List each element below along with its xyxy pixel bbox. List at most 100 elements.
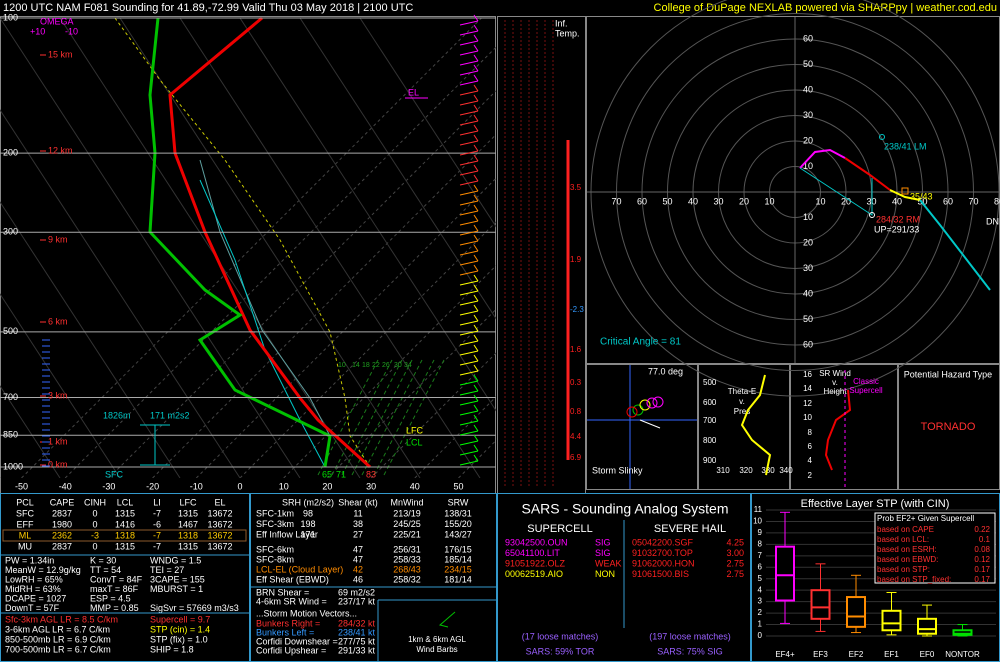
hodograph-x-label: 70: [611, 196, 621, 206]
wind-barb: [459, 110, 479, 116]
temperature-tick-label: -10: [190, 481, 203, 491]
stp-y-tick-label: 0: [758, 631, 763, 640]
wind-barb: [459, 360, 479, 366]
thermo-cell: 1467: [178, 519, 198, 529]
wind-barb: [459, 50, 479, 56]
composite-index: SHIP = 1.8: [150, 644, 194, 654]
pressure-tick-label: 850: [3, 430, 18, 440]
temperature-tick-label: 40: [410, 481, 420, 491]
mixing-ratio-line: [373, 359, 435, 476]
dry-adiabat: [0, 385, 61, 478]
wind-barb: [459, 220, 479, 226]
stp-y-tick-label: 4: [758, 585, 763, 594]
wind-barb: [473, 214, 479, 222]
temperature-profile: [168, 16, 372, 469]
temperature-tick-label: 20: [322, 481, 332, 491]
wind-barb: [473, 54, 479, 62]
mixing-ratio-label: 34: [404, 362, 412, 369]
pressure-tick-label: 500: [3, 326, 18, 336]
downshear-label: DN: [986, 216, 999, 226]
thermo-cell: 1315: [115, 508, 135, 518]
supercell-class: NON: [595, 569, 615, 579]
theta-e-title: v.: [739, 397, 745, 406]
wind-barb: [473, 284, 479, 292]
inferred-temp-title: Temp.: [555, 28, 580, 38]
hail-probability: SARS: 75% SIG: [657, 646, 723, 656]
inferred-temp-value: 0.8: [570, 407, 582, 416]
kinematic-cell: 38: [353, 519, 363, 529]
brn-value: 69 m2/s2: [338, 587, 375, 597]
title: 1200 UTC NAM F081 Sounding for 41.89,-72…: [3, 2, 413, 14]
wind-barb: [473, 454, 479, 462]
sr-wind-title: SR Wind: [819, 369, 851, 378]
stp-y-tick-label: 7: [758, 551, 763, 560]
mixing-ratio-label: 14: [352, 362, 360, 369]
box: [952, 629, 973, 636]
slinky-bubble: [646, 397, 658, 409]
inferred-temp-value: 6.9: [570, 453, 582, 462]
wind-barb: [459, 460, 479, 466]
omega-scale: +10: [30, 26, 45, 36]
stp-legend-label: based on ESRH:: [877, 545, 937, 554]
panel-border: [0, 16, 496, 494]
thermo-cell: 1315: [178, 541, 198, 551]
sr-wind-profile: [824, 389, 852, 471]
wind-barb: [473, 424, 479, 432]
hodograph-x-label: 40: [892, 196, 902, 206]
sars-hail-title: SEVERE HAIL: [654, 523, 726, 535]
temperature-tick-label: 10: [279, 481, 289, 491]
theta-e-pressure-label: 500: [703, 378, 717, 387]
slinky-bubble: [639, 399, 651, 411]
hodograph-x-label: 10: [764, 196, 774, 206]
supercell-match: 65041100.LIT: [505, 548, 560, 558]
wind-barb: [473, 204, 479, 212]
index-value: PW = 1.34in: [5, 555, 54, 565]
lapse-rate: 700-500mb LR = 6.7 C/km: [5, 644, 111, 654]
theta-e-pressure-label: 900: [703, 456, 717, 465]
storm-motion-value: 284/32 kt: [338, 618, 376, 628]
hodograph-x-label: 10: [815, 196, 825, 206]
omega-scale: -10: [65, 26, 78, 36]
wind-barb: [473, 24, 479, 32]
kinematic-header: SRW: [448, 497, 469, 507]
thermo-cell: 1318: [115, 530, 135, 540]
wind-barb: [473, 264, 479, 272]
height-label: 6 km: [48, 316, 68, 326]
thermo-cell: 1980: [52, 519, 72, 529]
thermo-cell: 2362: [52, 530, 72, 540]
storm-motion-label: Bunkers Right =: [256, 618, 320, 628]
kinematic-cell: 213/19: [393, 508, 421, 518]
wind-barb: [459, 310, 479, 316]
mixing-ratio-line: [361, 359, 423, 476]
box: [917, 617, 937, 635]
wind-barb: [459, 240, 479, 246]
hodograph-x-label: 80: [994, 196, 1000, 206]
isotherm: [108, 90, 496, 478]
upshear-label: UP=291/33: [874, 224, 919, 234]
stp-y-tick-label: 1: [758, 620, 763, 629]
kinematic-cell: 176/15: [444, 544, 472, 554]
dry-adiabat: [0, 201, 181, 478]
sr-wind-label: 4-6km SR Wind =: [256, 596, 327, 606]
composite-index: STP (fix) = 1.0: [150, 634, 208, 644]
theta-e-pressure-label: 700: [703, 416, 717, 425]
theta-e-temp-label: 320: [739, 466, 753, 475]
surface-label: SFC: [105, 469, 124, 479]
height-label: 3 km: [48, 390, 68, 400]
hail-size: 3.00: [726, 548, 744, 558]
layer-label: Eff Inflow Layer: [256, 529, 318, 539]
kinematic-header: Shear (kt): [338, 497, 378, 507]
hodograph-y-label: 10: [803, 161, 813, 171]
dry-adiabat: [0, 17, 301, 478]
thermo-header: PCL: [16, 497, 34, 507]
hodograph-x-label: 20: [739, 196, 749, 206]
wind-barb: [473, 174, 479, 182]
inferred-temp-value: 1.9: [570, 255, 582, 264]
slinky-bubble: [626, 406, 638, 418]
stp-legend-label: based on STP:: [877, 565, 930, 574]
agl-wind-barb: [438, 611, 456, 628]
stp-category: EF0: [920, 650, 935, 659]
hail-size: 2.75: [726, 569, 744, 579]
dry-adiabat: [59, 17, 361, 478]
wind-barb: [459, 180, 479, 186]
